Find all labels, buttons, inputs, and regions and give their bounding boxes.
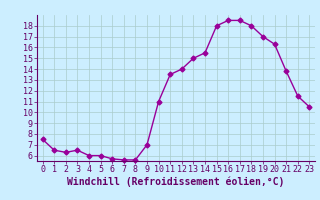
X-axis label: Windchill (Refroidissement éolien,°C): Windchill (Refroidissement éolien,°C): [67, 177, 285, 187]
